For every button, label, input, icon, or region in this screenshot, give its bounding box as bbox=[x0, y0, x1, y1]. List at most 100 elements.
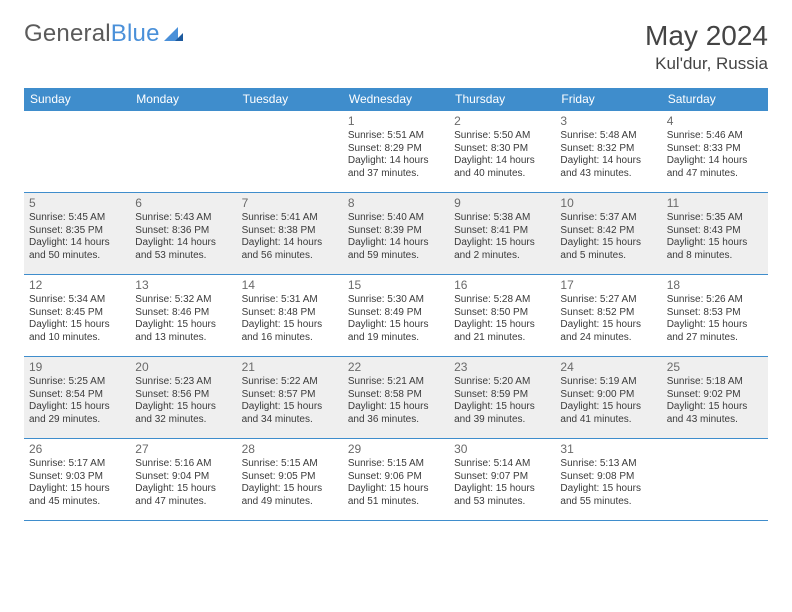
day-number: 27 bbox=[135, 442, 231, 456]
calendar-cell: 5 Sunrise: 5:45 AMSunset: 8:35 PMDaylight… bbox=[24, 193, 130, 275]
brand-w1: General bbox=[24, 20, 111, 47]
day-number: 7 bbox=[242, 196, 338, 210]
month-title: May 2024 bbox=[645, 20, 768, 52]
calendar-cell: 7 Sunrise: 5:41 AMSunset: 8:38 PMDaylight… bbox=[237, 193, 343, 275]
day-number: 24 bbox=[560, 360, 656, 374]
calendar-cell: 14Sunrise: 5:31 AMSunset: 8:48 PMDayligh… bbox=[237, 275, 343, 357]
calendar-cell: 27 Sunrise: 5:16 AMSunset: 9:04 PMDayligh… bbox=[130, 439, 236, 521]
day-number: 5 bbox=[29, 196, 125, 210]
day-details: Sunrise: 5:27 AMSunset: 8:52 PMDaylight:… bbox=[560, 294, 656, 344]
day-number: 16 bbox=[454, 278, 550, 292]
brand-text: GeneralBlue bbox=[24, 20, 160, 48]
day-details: Sunrise: 5:17 AMSunset: 9:03 PMDaylight:… bbox=[29, 458, 125, 508]
calendar-cell: 13 Sunrise: 5:32 AMSunset: 8:46 PMDayligh… bbox=[130, 275, 236, 357]
calendar-cell: 31 Sunrise: 5:13 AMSunset: 9:08 PMDayligh… bbox=[555, 439, 661, 521]
calendar-cell: 4Sunrise: 5:46 AMSunset: 8:33 PMDaylight… bbox=[662, 111, 768, 193]
calendar-cell: 21 Sunrise: 5:22 AMSunset: 8:57 PMDayligh… bbox=[237, 357, 343, 439]
weekday-header: Tuesday bbox=[237, 88, 343, 111]
day-details: Sunrise: 5:32 AMSunset: 8:46 PMDaylight:… bbox=[135, 294, 231, 344]
weekday-header: Saturday bbox=[662, 88, 768, 111]
brand-w2: Blue bbox=[111, 20, 160, 47]
day-details: Sunrise: 5:25 AMSunset: 8:54 PMDaylight:… bbox=[29, 376, 125, 426]
day-number: 28 bbox=[242, 442, 338, 456]
day-number: 12 bbox=[29, 278, 125, 292]
calendar-table: SundayMondayTuesdayWednesdayThursdayFrid… bbox=[24, 88, 768, 521]
day-number: 18 bbox=[667, 278, 763, 292]
calendar-row: 1Sunrise: 5:51 AMSunset: 8:29 PMDaylight… bbox=[24, 111, 768, 193]
day-details: Sunrise: 5:15 AMSunset: 9:06 PMDaylight:… bbox=[348, 458, 444, 508]
day-number: 2 bbox=[454, 114, 550, 128]
calendar-cell bbox=[237, 111, 343, 193]
day-details: Sunrise: 5:21 AMSunset: 8:58 PMDaylight:… bbox=[348, 376, 444, 426]
calendar-cell: 20 Sunrise: 5:23 AMSunset: 8:56 PMDayligh… bbox=[130, 357, 236, 439]
calendar-cell bbox=[662, 439, 768, 521]
day-number: 10 bbox=[560, 196, 656, 210]
header-row: GeneralBlue May 2024 Kul'dur, Russia bbox=[24, 20, 768, 74]
day-number: 20 bbox=[135, 360, 231, 374]
day-number: 19 bbox=[29, 360, 125, 374]
day-details: Sunrise: 5:16 AMSunset: 9:04 PMDaylight:… bbox=[135, 458, 231, 508]
day-details: Sunrise: 5:22 AMSunset: 8:57 PMDaylight:… bbox=[242, 376, 338, 426]
weekday-header: Wednesday bbox=[343, 88, 449, 111]
day-details: Sunrise: 5:37 AMSunset: 8:42 PMDaylight:… bbox=[560, 212, 656, 262]
calendar-cell: 12Sunrise: 5:34 AMSunset: 8:45 PMDayligh… bbox=[24, 275, 130, 357]
day-number: 8 bbox=[348, 196, 444, 210]
day-details: Sunrise: 5:50 AMSunset: 8:30 PMDaylight:… bbox=[454, 130, 550, 180]
day-number: 31 bbox=[560, 442, 656, 456]
calendar-cell: 16 Sunrise: 5:28 AMSunset: 8:50 PMDayligh… bbox=[449, 275, 555, 357]
calendar-cell: 18 Sunrise: 5:26 AMSunset: 8:53 PMDayligh… bbox=[662, 275, 768, 357]
day-number: 23 bbox=[454, 360, 550, 374]
calendar-cell: 11Sunrise: 5:35 AMSunset: 8:43 PMDayligh… bbox=[662, 193, 768, 275]
day-number: 30 bbox=[454, 442, 550, 456]
day-number: 6 bbox=[135, 196, 231, 210]
brand-triangle-icon bbox=[164, 27, 178, 41]
day-details: Sunrise: 5:20 AMSunset: 8:59 PMDaylight:… bbox=[454, 376, 550, 426]
day-details: Sunrise: 5:51 AMSunset: 8:29 PMDaylight:… bbox=[348, 130, 444, 180]
day-number: 15 bbox=[348, 278, 444, 292]
calendar-cell: 17Sunrise: 5:27 AMSunset: 8:52 PMDayligh… bbox=[555, 275, 661, 357]
calendar-cell: 25Sunrise: 5:18 AMSunset: 9:02 PMDayligh… bbox=[662, 357, 768, 439]
day-details: Sunrise: 5:41 AMSunset: 8:38 PMDaylight:… bbox=[242, 212, 338, 262]
calendar-cell: 3Sunrise: 5:48 AMSunset: 8:32 PMDaylight… bbox=[555, 111, 661, 193]
title-block: May 2024 Kul'dur, Russia bbox=[645, 20, 768, 74]
calendar-row: 12Sunrise: 5:34 AMSunset: 8:45 PMDayligh… bbox=[24, 275, 768, 357]
day-details: Sunrise: 5:38 AMSunset: 8:41 PMDaylight:… bbox=[454, 212, 550, 262]
day-details: Sunrise: 5:23 AMSunset: 8:56 PMDaylight:… bbox=[135, 376, 231, 426]
day-details: Sunrise: 5:19 AMSunset: 9:00 PMDaylight:… bbox=[560, 376, 656, 426]
calendar-body: 1Sunrise: 5:51 AMSunset: 8:29 PMDaylight… bbox=[24, 111, 768, 521]
weekday-header: Sunday bbox=[24, 88, 130, 111]
day-details: Sunrise: 5:13 AMSunset: 9:08 PMDaylight:… bbox=[560, 458, 656, 508]
calendar-row: 19 Sunrise: 5:25 AMSunset: 8:54 PMDayligh… bbox=[24, 357, 768, 439]
calendar-cell: 1Sunrise: 5:51 AMSunset: 8:29 PMDaylight… bbox=[343, 111, 449, 193]
calendar-cell: 24 Sunrise: 5:19 AMSunset: 9:00 PMDayligh… bbox=[555, 357, 661, 439]
day-details: Sunrise: 5:18 AMSunset: 9:02 PMDaylight:… bbox=[667, 376, 763, 426]
calendar-cell: 29 Sunrise: 5:15 AMSunset: 9:06 PMDayligh… bbox=[343, 439, 449, 521]
calendar-cell bbox=[24, 111, 130, 193]
day-details: Sunrise: 5:48 AMSunset: 8:32 PMDaylight:… bbox=[560, 130, 656, 180]
day-number: 13 bbox=[135, 278, 231, 292]
calendar-cell: 8 Sunrise: 5:40 AMSunset: 8:39 PMDaylight… bbox=[343, 193, 449, 275]
day-number: 29 bbox=[348, 442, 444, 456]
calendar-cell: 10 Sunrise: 5:37 AMSunset: 8:42 PMDayligh… bbox=[555, 193, 661, 275]
day-details: Sunrise: 5:40 AMSunset: 8:39 PMDaylight:… bbox=[348, 212, 444, 262]
day-details: Sunrise: 5:14 AMSunset: 9:07 PMDaylight:… bbox=[454, 458, 550, 508]
day-details: Sunrise: 5:35 AMSunset: 8:43 PMDaylight:… bbox=[667, 212, 763, 262]
day-details: Sunrise: 5:45 AMSunset: 8:35 PMDaylight:… bbox=[29, 212, 125, 262]
calendar-header: SundayMondayTuesdayWednesdayThursdayFrid… bbox=[24, 88, 768, 111]
day-details: Sunrise: 5:28 AMSunset: 8:50 PMDaylight:… bbox=[454, 294, 550, 344]
day-number: 26 bbox=[29, 442, 125, 456]
calendar-cell: 19 Sunrise: 5:25 AMSunset: 8:54 PMDayligh… bbox=[24, 357, 130, 439]
day-number: 22 bbox=[348, 360, 444, 374]
weekday-header: Thursday bbox=[449, 88, 555, 111]
calendar-row: 26 Sunrise: 5:17 AMSunset: 9:03 PMDayligh… bbox=[24, 439, 768, 521]
day-details: Sunrise: 5:43 AMSunset: 8:36 PMDaylight:… bbox=[135, 212, 231, 262]
calendar-cell: 9Sunrise: 5:38 AMSunset: 8:41 PMDaylight… bbox=[449, 193, 555, 275]
calendar-cell: 30 Sunrise: 5:14 AMSunset: 9:07 PMDayligh… bbox=[449, 439, 555, 521]
day-number: 21 bbox=[242, 360, 338, 374]
day-number: 14 bbox=[242, 278, 338, 292]
calendar-cell: 6 Sunrise: 5:43 AMSunset: 8:36 PMDaylight… bbox=[130, 193, 236, 275]
weekday-header: Monday bbox=[130, 88, 236, 111]
day-details: Sunrise: 5:26 AMSunset: 8:53 PMDaylight:… bbox=[667, 294, 763, 344]
calendar-cell bbox=[130, 111, 236, 193]
calendar-cell: 28Sunrise: 5:15 AMSunset: 9:05 PMDayligh… bbox=[237, 439, 343, 521]
